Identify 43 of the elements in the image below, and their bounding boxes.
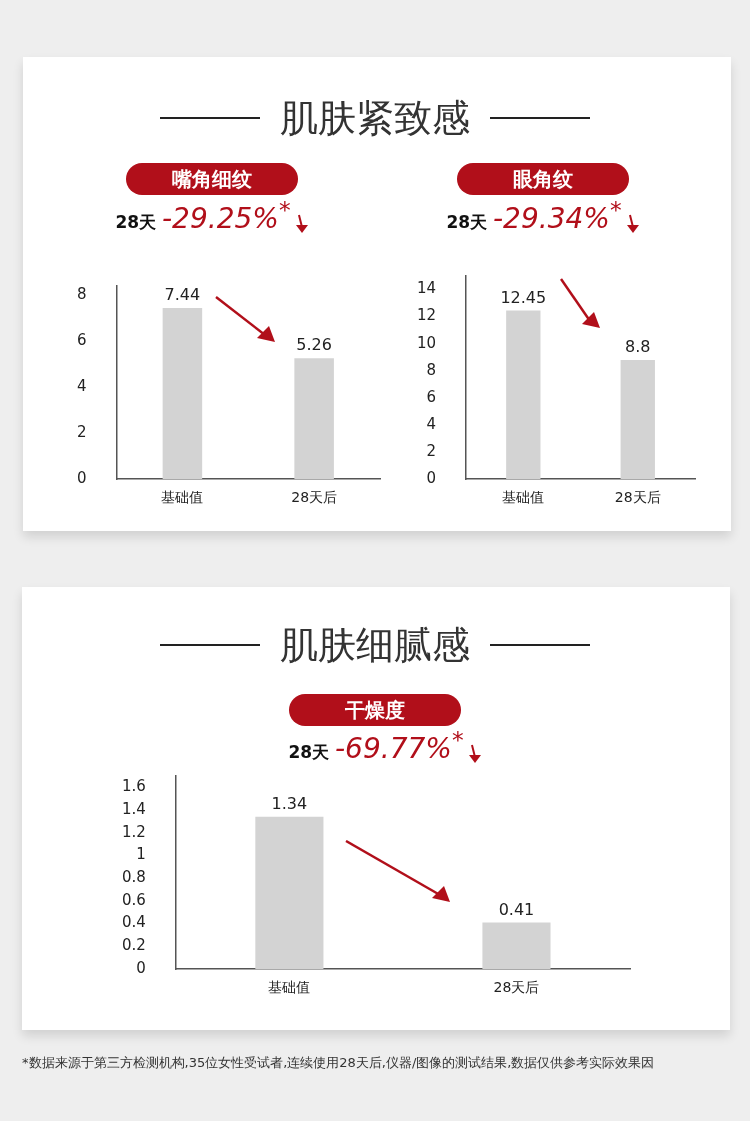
y-tick-label: 14 <box>416 279 437 298</box>
text: *数据来源于第三方检测机构,35位女性受试者,连续使用28天后,仪器/图像的测试结果,数据仅供参考实际效果因 <box>22 1054 656 1072</box>
x-tick-label: 28天后 <box>493 979 540 996</box>
y-tick-label: 1.4 <box>122 799 146 818</box>
y-tick-label: 0 <box>426 468 437 487</box>
y-tick-label: 8 <box>77 285 87 304</box>
y-tick-label: 2 <box>426 441 437 460</box>
y-tick-label: 1.6 <box>122 777 146 796</box>
y-tick-label: 0 <box>77 468 87 487</box>
data-label: 5.26 <box>296 335 332 355</box>
x-tick-label: 基础值 <box>502 489 545 506</box>
chart-title: 眼角纹 <box>457 163 629 195</box>
y-tick-label: 2 <box>77 422 87 441</box>
y-tick-label: 6 <box>426 387 437 406</box>
chart-title: 干燥度 <box>289 694 461 726</box>
chart-subtitle: 28天 -69.77%$^{*}$ <box>288 726 464 766</box>
data-label: 12.45 <box>500 287 547 307</box>
data-label: 1.34 <box>271 794 308 814</box>
data-label: 7.44 <box>164 285 201 305</box>
x-tick-label: 基础值 <box>268 979 311 996</box>
y-tick-label: 1 <box>136 845 146 864</box>
y-tick-label: 0.4 <box>122 913 146 932</box>
chart-subtitle: 28天 -29.34%$^{*}$ <box>446 196 622 236</box>
x-tick-label: 基础值 <box>161 489 204 506</box>
x-tick-label: 28天后 <box>614 489 661 506</box>
y-tick-label: 4 <box>426 414 437 433</box>
data-label: 0.41 <box>498 899 535 919</box>
y-tick-label: 0.2 <box>122 936 146 955</box>
y-tick-label: 1.2 <box>122 822 146 841</box>
x-tick-label: 28天后 <box>291 489 338 506</box>
text: 肌肤紧致感 <box>280 95 470 142</box>
y-tick-label: 4 <box>77 376 87 395</box>
y-tick-label: 10 <box>416 333 437 352</box>
chart-title: 嘴角细纹 <box>126 163 298 195</box>
text: 肌肤细腻感 <box>280 622 470 669</box>
data-label: 8.8 <box>625 337 651 357</box>
y-tick-label: 12 <box>416 306 437 325</box>
chart-subtitle: 28天 -29.25%$^{*}$ <box>115 196 291 236</box>
y-tick-label: 6 <box>77 331 87 350</box>
y-tick-label: 0 <box>136 958 146 977</box>
y-tick-label: 0.6 <box>122 890 146 909</box>
y-tick-label: 0.8 <box>122 868 146 887</box>
y-tick-label: 8 <box>426 360 437 379</box>
